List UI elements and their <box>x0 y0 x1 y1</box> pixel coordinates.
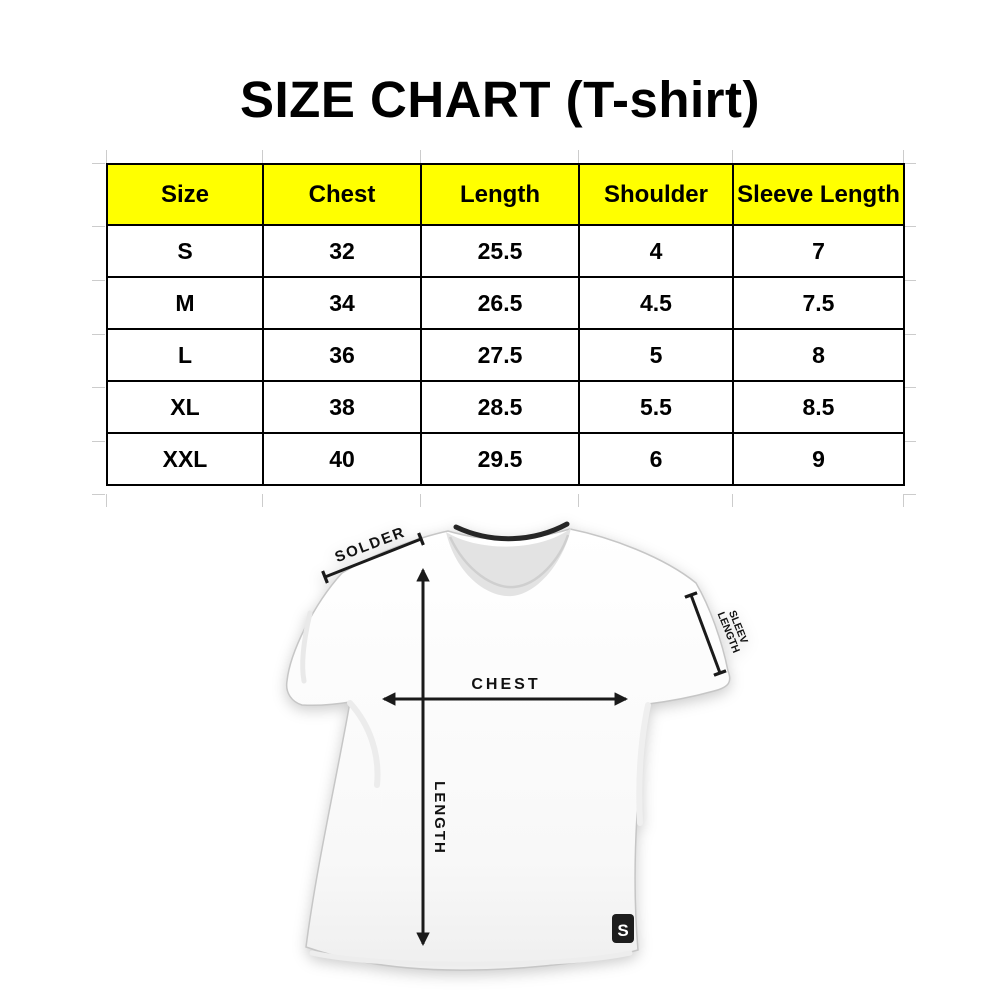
gridline-stub <box>262 150 263 163</box>
gridline-stub <box>420 150 421 163</box>
gridline-stub <box>903 334 916 335</box>
gridline-stub <box>106 150 107 163</box>
cell-chest: 36 <box>262 328 422 382</box>
cell-chest: 38 <box>262 380 422 434</box>
gridline-stub <box>92 441 105 442</box>
brand-tag-letter: S <box>617 921 628 940</box>
cell-length: 26.5 <box>420 276 580 330</box>
cell-length: 29.5 <box>420 432 580 486</box>
shading-crease <box>300 610 313 684</box>
gridline-stub <box>92 334 105 335</box>
cell-length: 28.5 <box>420 380 580 434</box>
gridline-stub <box>106 494 107 507</box>
cell-shoulder: 4.5 <box>578 276 734 330</box>
gridline-stub <box>92 226 105 227</box>
gridline-stub <box>903 163 916 164</box>
collar-band <box>453 521 570 542</box>
gridline-stub <box>92 494 105 495</box>
page-title: SIZE CHART (T-shirt) <box>240 71 760 128</box>
gridline-stub <box>732 150 733 163</box>
gridline-stub <box>903 280 916 281</box>
gridline-stub <box>903 387 916 388</box>
length-label: LENGTH <box>431 781 448 855</box>
neck-opening <box>446 528 571 597</box>
tshirt-body <box>285 528 731 971</box>
cell-chest: 40 <box>262 432 422 486</box>
cell-shoulder: 4 <box>578 224 734 278</box>
shading-crease <box>309 950 633 967</box>
cell-chest: 32 <box>262 224 422 278</box>
shading-crease <box>347 700 381 788</box>
header-sleeve-length: Sleeve Length <box>732 163 905 226</box>
table-row: XL 38 28.5 5.5 8.5 <box>106 380 905 434</box>
cell-sleeve-length: 7 <box>732 224 905 278</box>
shoulder-dimension-line <box>321 532 425 584</box>
chest-label: CHEST <box>471 676 540 693</box>
cell-size: S <box>106 224 264 278</box>
tshirt-measurement-diagram: S SOLDER SLEEV LENGTH CHEST LENGTH <box>285 521 750 971</box>
cell-shoulder: 5.5 <box>578 380 734 434</box>
cell-shoulder: 5 <box>578 328 734 382</box>
cell-size: M <box>106 276 264 330</box>
cell-length: 25.5 <box>420 224 580 278</box>
gridline-stub <box>92 387 105 388</box>
header-shoulder: Shoulder <box>578 163 734 226</box>
gridline-stub <box>903 150 904 163</box>
gridline-stub <box>578 494 579 507</box>
cell-shoulder: 6 <box>578 432 734 486</box>
cell-length: 27.5 <box>420 328 580 382</box>
gridline-stub <box>732 494 733 507</box>
header-length: Length <box>420 163 580 226</box>
neckline-shadow <box>448 534 570 589</box>
gridline-stub <box>903 226 916 227</box>
cell-chest: 34 <box>262 276 422 330</box>
cell-size: XL <box>106 380 264 434</box>
cell-sleeve-length: 9 <box>732 432 905 486</box>
header-size: Size <box>106 163 264 226</box>
header-chest: Chest <box>262 163 422 226</box>
gridline-stub <box>903 441 916 442</box>
table-row: XXL 40 29.5 6 9 <box>106 432 905 486</box>
gridline-stub <box>903 494 916 495</box>
table-header-row: Size Chest Length Shoulder Sleeve Length <box>106 163 905 226</box>
cell-sleeve-length: 7.5 <box>732 276 905 330</box>
cell-sleeve-length: 8.5 <box>732 380 905 434</box>
table-row: L 36 27.5 5 8 <box>106 328 905 382</box>
table-row: S 32 25.5 4 7 <box>106 224 905 278</box>
gridline-stub <box>92 163 105 164</box>
gridline-stub <box>578 150 579 163</box>
table-row: M 34 26.5 4.5 7.5 <box>106 276 905 330</box>
size-table: Size Chest Length Shoulder Sleeve Length… <box>106 163 905 486</box>
sleeve-dimension-line <box>684 591 727 677</box>
gridline-stub <box>262 494 263 507</box>
gridline-stub <box>420 494 421 507</box>
cell-sleeve-length: 8 <box>732 328 905 382</box>
cell-size: XXL <box>106 432 264 486</box>
brand-tag: S <box>612 914 634 943</box>
shading-crease <box>636 702 651 826</box>
gridline-stub <box>92 280 105 281</box>
gridline-stub <box>903 494 904 507</box>
cell-size: L <box>106 328 264 382</box>
